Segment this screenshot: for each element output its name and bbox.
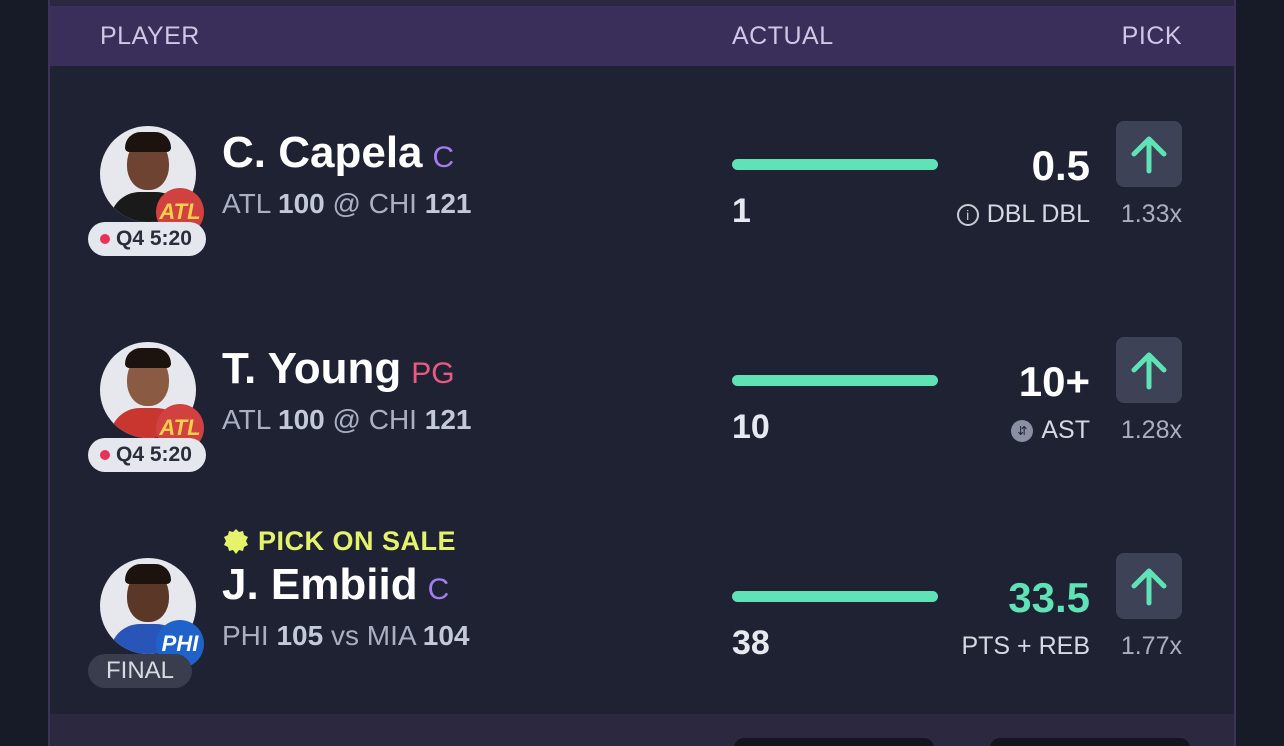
away-team: ATL (222, 188, 271, 219)
pick-more-button[interactable] (1116, 121, 1182, 187)
away-score: 105 (276, 620, 324, 651)
player-name-text: T. Young (222, 344, 402, 393)
game-final: FINAL (106, 657, 175, 684)
progress-bar (732, 591, 938, 602)
player-position: PG (411, 357, 455, 390)
footer-button-left[interactable] (734, 738, 934, 746)
progress-bar (732, 159, 938, 170)
pick-line: 0.5 (1031, 142, 1090, 189)
stat-label: DBL DBL (986, 200, 1090, 228)
progress-bar (732, 375, 938, 386)
actual-value: 38 (732, 624, 770, 662)
stat-label: AST (1041, 416, 1090, 444)
player-name: J. Embiid C (222, 560, 449, 610)
matchup-separator: vs (330, 620, 359, 651)
live-dot-icon (100, 234, 110, 244)
arrow-up-icon (1131, 568, 1167, 606)
multiplier: 1.33x (1120, 200, 1182, 228)
table-header: PLAYER ACTUAL PICK (50, 6, 1234, 66)
matchup-separator: @ (332, 188, 361, 219)
player-name: C. Capela C (222, 128, 454, 178)
player-name-text: C. Capela (222, 128, 423, 177)
game-score: ATL 100 @ CHI 121 (222, 188, 471, 220)
away-score: 100 (278, 404, 325, 435)
game-clock: Q4 5:20 (116, 443, 192, 466)
game-clock: Q4 5:20 (116, 227, 192, 250)
sale-label: PICK ON SALE (258, 526, 457, 556)
player-position: C (432, 141, 455, 174)
away-score: 100 (278, 188, 325, 219)
stat-type: ⇵ AST (1011, 416, 1090, 445)
player-name-text: J. Embiid (222, 560, 418, 609)
player-name: T. Young PG (222, 344, 455, 394)
multiplier: 1.77x (1120, 632, 1182, 660)
matchup-separator: @ (332, 404, 361, 435)
home-score: 104 (422, 620, 470, 651)
player-row-young[interactable]: ATL Q4 5:20 T. Young PG ATL 100 @ CHI 121… (50, 316, 1234, 516)
pick-more-button[interactable] (1116, 337, 1182, 403)
header-player: PLAYER (100, 22, 200, 50)
home-team: CHI (368, 188, 417, 219)
header-pick: PICK (1121, 22, 1182, 50)
actual-value: 1 (732, 192, 751, 230)
game-score: ATL 100 @ CHI 121 (222, 404, 471, 436)
pick-line: 10+ (1018, 358, 1090, 405)
pick-more-button[interactable] (1116, 553, 1182, 619)
player-position: C (427, 573, 450, 606)
sale-badge-icon (224, 528, 248, 554)
home-team: CHI (368, 404, 417, 435)
home-team: MIA (366, 620, 415, 651)
game-status: FINAL (88, 654, 193, 688)
swap-icon: ⇵ (1011, 419, 1034, 442)
game-status: Q4 5:20 (88, 438, 206, 472)
home-score: 121 (424, 404, 472, 435)
home-score: 121 (424, 188, 472, 219)
away-team: PHI (222, 620, 269, 651)
stat-label: PTS + REB (961, 632, 1090, 660)
game-status: Q4 5:20 (88, 222, 206, 256)
game-score: PHI 105 vs MIA 104 (222, 620, 469, 652)
actual-value: 10 (732, 408, 770, 446)
top-strip (50, 0, 1234, 6)
multiplier: 1.28x (1120, 416, 1182, 444)
live-dot-icon (100, 450, 110, 460)
player-row-capela[interactable]: ATL Q4 5:20 C. Capela C ATL 100 @ CHI 121… (50, 100, 1234, 300)
player-row-embiid[interactable]: PICK ON SALE PHI FINAL J. Embiid C PHI 10… (50, 522, 1234, 722)
info-icon[interactable]: i (956, 203, 979, 226)
stat-type: i DBL DBL (956, 200, 1090, 229)
footer-button-right[interactable] (990, 738, 1190, 746)
sale-banner: PICK ON SALE (222, 526, 456, 557)
arrow-up-icon (1131, 136, 1167, 174)
arrow-up-icon (1131, 352, 1167, 390)
pick-line: 33.5 (1008, 574, 1090, 621)
header-actual: ACTUAL (732, 22, 834, 50)
picks-card: PLAYER ACTUAL PICK ATL Q4 5:20 C. Capela… (48, 0, 1236, 746)
stat-type: PTS + REB (961, 632, 1090, 661)
away-team: ATL (222, 404, 271, 435)
